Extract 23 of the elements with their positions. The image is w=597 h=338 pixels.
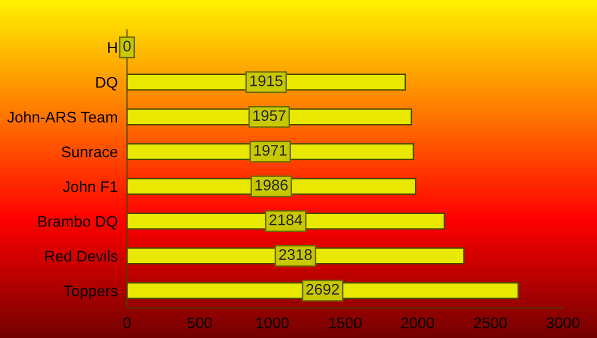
y-tick-label: Red Devils [45, 250, 118, 262]
x-tick-label: 2000 [401, 317, 434, 328]
y-tick-label: Sunrace [62, 146, 118, 158]
x-tick-label: 1500 [329, 317, 362, 328]
y-tick-label: Toppers [64, 286, 118, 300]
y-tick-label: Brambo DQ [38, 216, 118, 230]
data-label: 1986 [255, 180, 288, 190]
y-tick-label: John F1 [63, 180, 118, 192]
x-tick-label: 3000 [546, 317, 580, 328]
x-tick-label: 1000 [256, 317, 289, 328]
x-tick-label: 500 [188, 317, 212, 328]
data-label: 1971 [254, 144, 286, 156]
data-label: 0 [123, 40, 131, 52]
data-label: 2692 [306, 284, 339, 295]
y-tick-label: John-ARS Team [7, 111, 117, 123]
data-label: 1915 [250, 75, 283, 86]
y-tick-label: DQ [96, 76, 118, 91]
data-label: 1957 [253, 110, 286, 121]
data-label: 2318 [279, 249, 312, 260]
x-tick-label: 0 [123, 317, 131, 328]
y-tick-label: H [108, 42, 117, 53]
data-label: 2184 [269, 214, 302, 226]
x-tick-label: 2500 [474, 317, 507, 328]
